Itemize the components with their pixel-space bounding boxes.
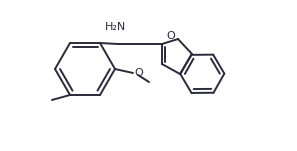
Text: O: O — [134, 68, 143, 78]
Text: H₂N: H₂N — [104, 22, 126, 32]
Text: O: O — [167, 31, 175, 41]
